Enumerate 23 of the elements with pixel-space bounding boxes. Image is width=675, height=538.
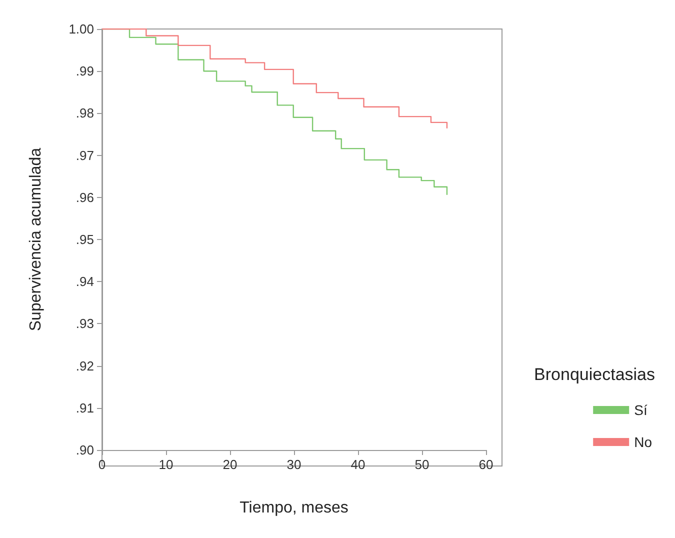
legend-title: Bronquiectasias: [534, 365, 656, 384]
y-tick-label: .95: [76, 232, 94, 247]
y-tick-label: .96: [76, 190, 94, 205]
x-tick-label: 20: [222, 457, 238, 472]
legend-label: Sí: [634, 402, 648, 418]
x-tick-label: 30: [286, 457, 302, 472]
y-tick-label: .93: [76, 316, 94, 332]
x-tick-label: 60: [478, 457, 494, 472]
x-tick-label: 0: [98, 457, 106, 472]
y-tick-label: .92: [76, 358, 94, 374]
x-tick-label: 50: [414, 457, 430, 472]
y-tick-label: .97: [76, 148, 94, 163]
x-axis-title: Tiempo, meses: [240, 500, 348, 516]
y-tick-label: .99: [76, 64, 94, 79]
y-tick-label: .98: [76, 106, 94, 121]
y-tick-label: .90: [76, 442, 94, 458]
y-axis-title: Supervivencia acumulada: [28, 148, 44, 332]
x-tick-label: 10: [158, 457, 174, 472]
legend-label: No: [634, 434, 652, 450]
y-tick-label: .91: [76, 400, 94, 416]
x-tick-label: 40: [350, 457, 366, 472]
y-tick-label: .94: [76, 274, 94, 290]
y-tick-label: 1.00: [68, 22, 94, 36]
